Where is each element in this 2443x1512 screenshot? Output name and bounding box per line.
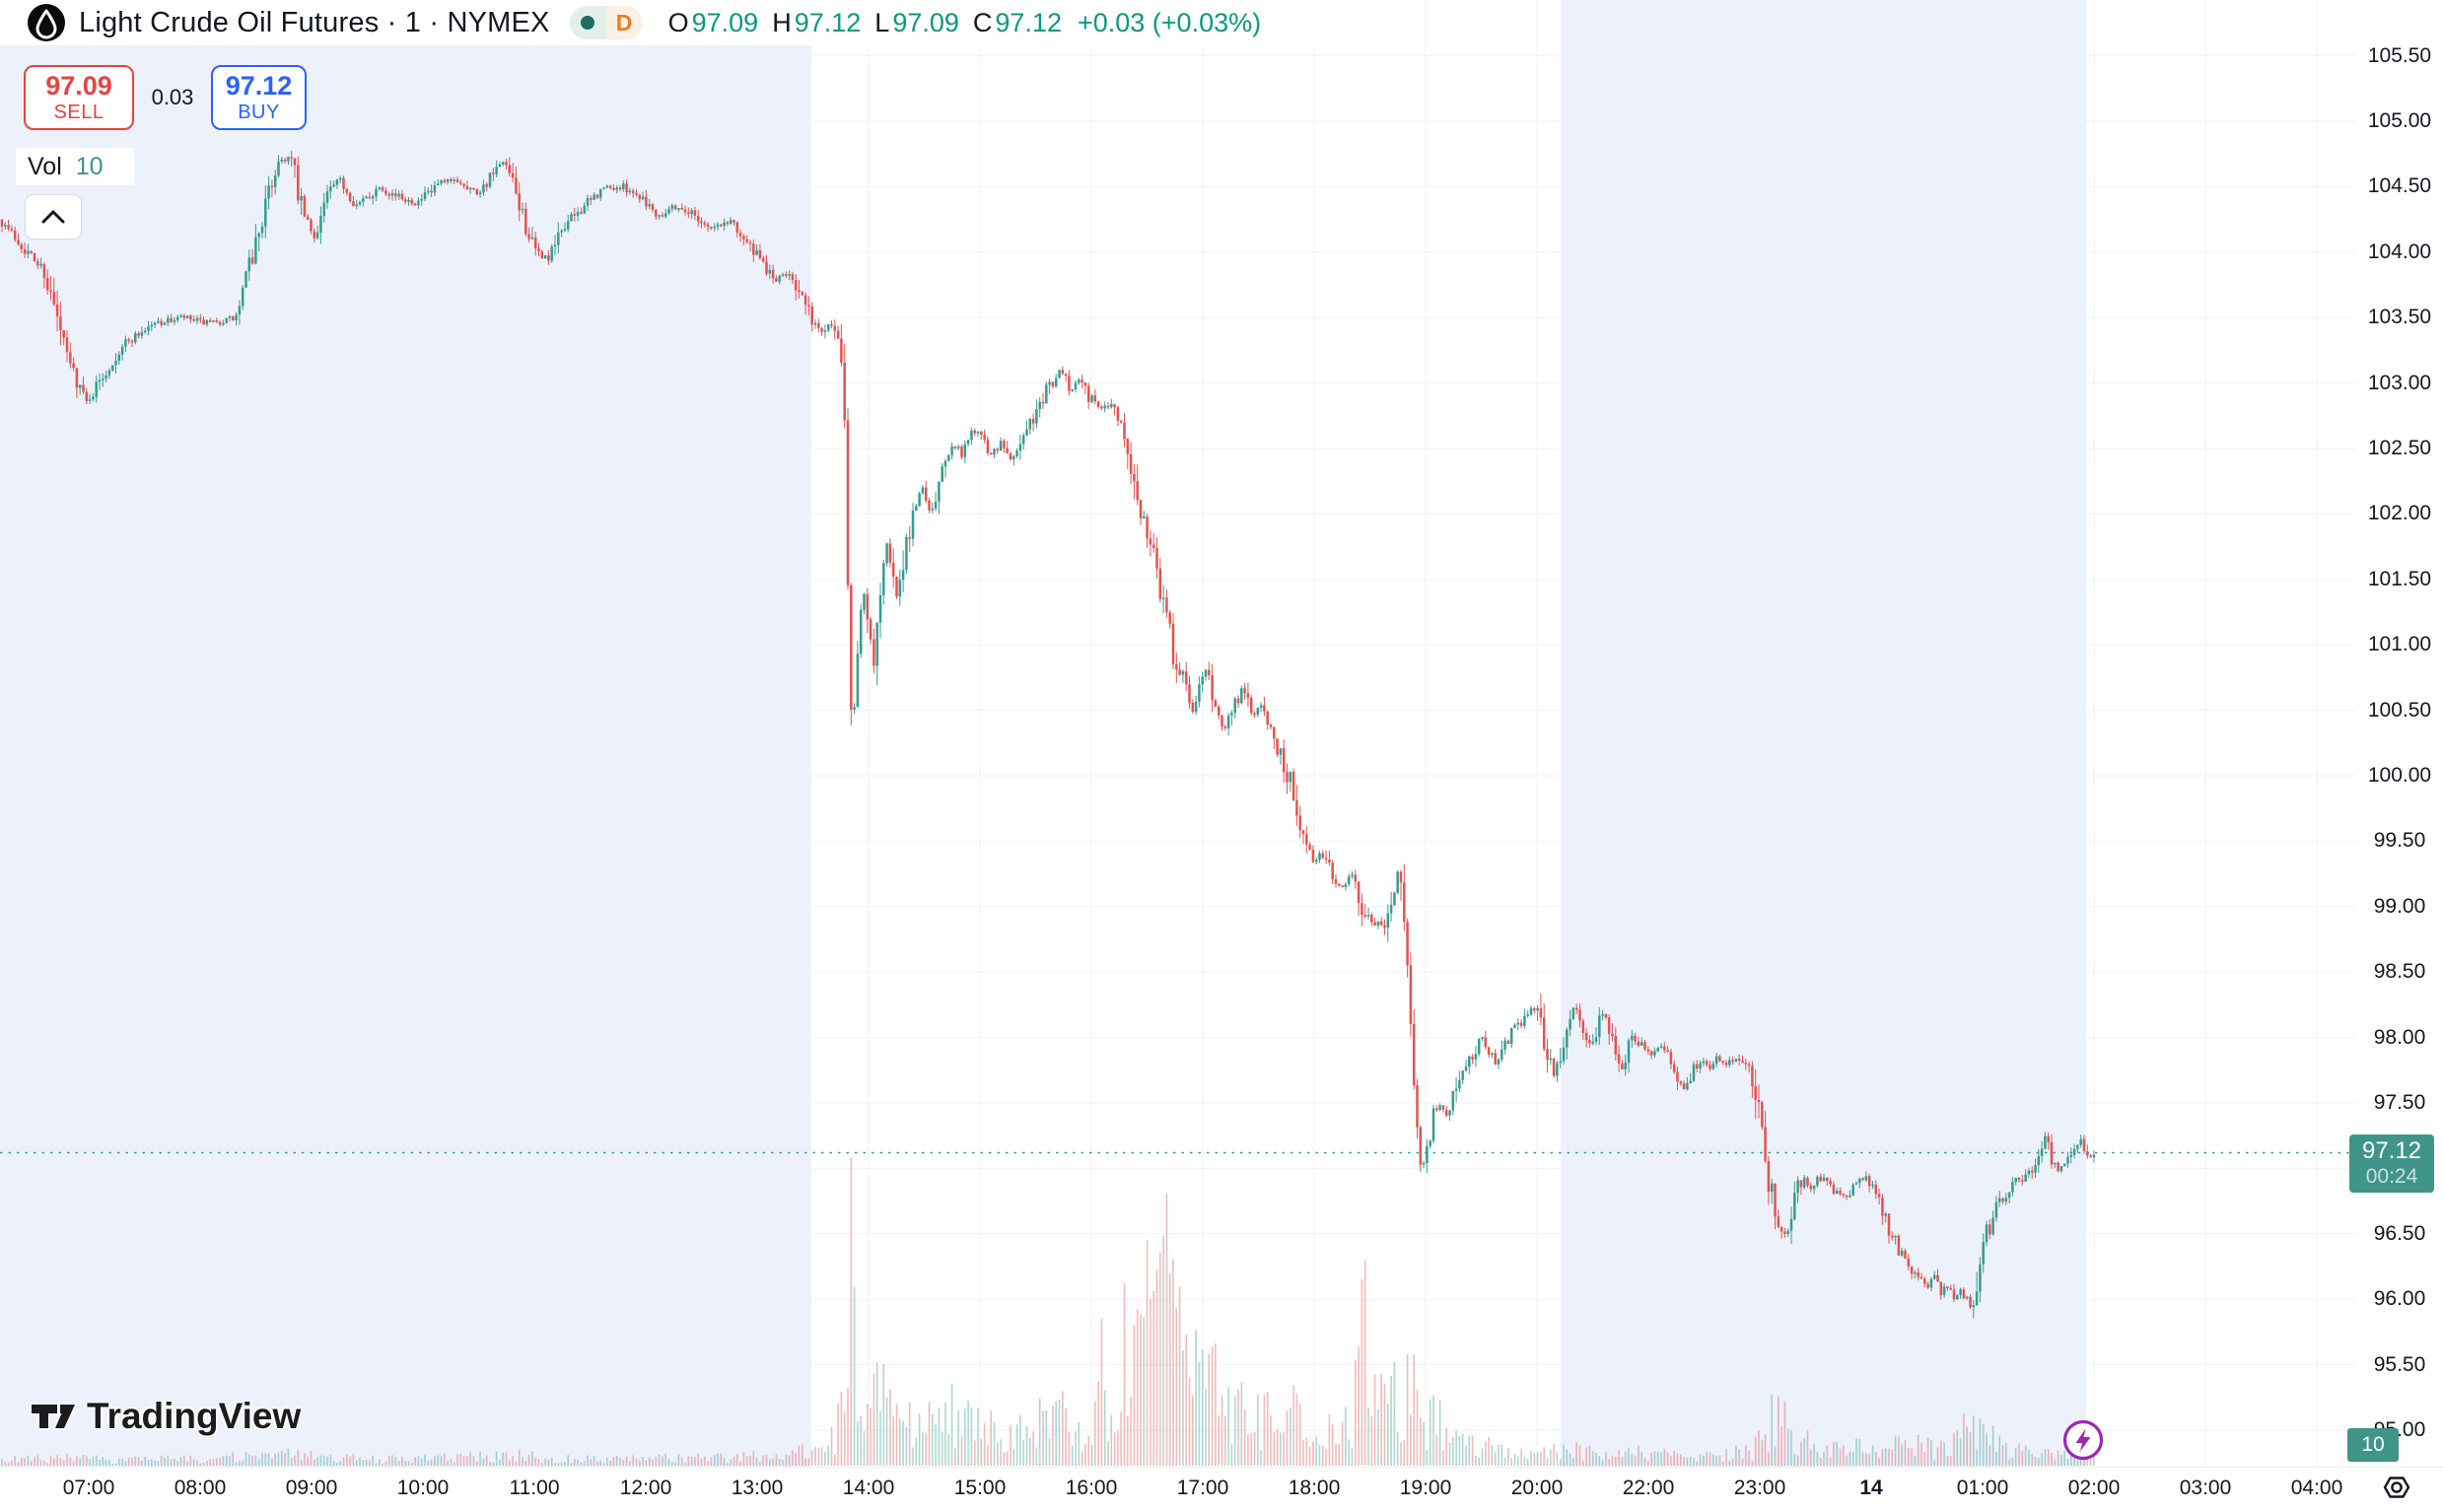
time-tick-label: 14	[1859, 1477, 1883, 1499]
price-tick-label: 103.50	[2367, 306, 2432, 328]
bar-countdown: 00:24	[2365, 1164, 2418, 1188]
price-tick-label: 97.50	[2373, 1091, 2426, 1114]
volume-axis-badge: 10	[2347, 1428, 2399, 1462]
session-band	[0, 0, 811, 1467]
time-tick-label: 03:00	[2179, 1477, 2232, 1499]
price-tick-label: 104.50	[2367, 174, 2432, 197]
time-tick-label: 19:00	[1399, 1477, 1452, 1499]
volume-indicator-row: Vol 10	[16, 148, 134, 185]
low-value: 97.09	[892, 7, 959, 37]
sell-button[interactable]: 97.09 SELL	[24, 65, 134, 130]
time-tick-label: 08:00	[174, 1477, 227, 1499]
candle-bodies-down	[0, 157, 2092, 1307]
time-tick-label: 23:00	[1733, 1477, 1786, 1499]
time-tick-label: 11:00	[509, 1477, 560, 1499]
chevron-up-icon	[41, 210, 65, 224]
price-tick-label: 100.00	[2367, 764, 2432, 787]
time-tick-label: 10:00	[396, 1477, 450, 1499]
market-status-pills: D	[569, 6, 643, 39]
buy-button[interactable]: 97.12 BUY	[211, 65, 307, 130]
time-tick-label: 20:00	[1510, 1477, 1564, 1499]
candle-bodies-up	[4, 157, 2096, 1307]
time-axis[interactable]: 07:00 08:00 09:00 10:00 11:00 12:00 13:00 14:00…	[0, 1467, 2443, 1512]
session-band	[1561, 0, 2086, 1467]
lightning-icon	[2062, 1419, 2104, 1461]
price-tick-label: 95.50	[2373, 1353, 2426, 1376]
time-tick-label: 04:00	[2290, 1477, 2343, 1499]
tradingview-logo-icon	[30, 1403, 77, 1430]
symbol-title[interactable]: Light Crude Oil Futures · 1 · NYMEX	[79, 6, 550, 38]
volume-indicator-label: Vol	[28, 152, 62, 180]
price-tick-label: 96.00	[2373, 1287, 2426, 1310]
time-tick-label: 12:00	[619, 1477, 672, 1499]
trade-panel: 97.09 SELL 0.03 97.12 BUY	[24, 65, 307, 130]
time-tick-label: 09:00	[285, 1477, 338, 1499]
open-value: 97.09	[691, 7, 759, 37]
price-tick-label: 98.00	[2373, 1026, 2426, 1049]
price-tick-label: 99.50	[2373, 829, 2426, 852]
oil-drop-logo-icon	[28, 4, 65, 41]
time-tick-label: 16:00	[1065, 1477, 1118, 1499]
candlestick-chart[interactable]	[0, 0, 2356, 1467]
time-tick-label: 22:00	[1622, 1477, 1675, 1499]
time-tick-label: 01:00	[1956, 1477, 2009, 1499]
time-tick-label: 02:00	[2067, 1477, 2121, 1499]
price-tick-label: 103.00	[2367, 372, 2432, 394]
time-tick-label: 14:00	[842, 1477, 895, 1499]
price-tick-label: 104.00	[2367, 241, 2432, 263]
market-status-dot-icon	[581, 16, 595, 30]
time-tick-label: 18:00	[1288, 1477, 1341, 1499]
price-tick-label: 98.50	[2373, 960, 2426, 983]
last-price-badge: 97.12 00:24	[2349, 1134, 2434, 1193]
price-tick-label: 102.50	[2367, 437, 2432, 459]
volume-bars-up	[4, 1235, 2095, 1466]
ohlc-readout: O 97.09 H 97.12 L 97.09 C 97.12 +0.03 (+0.03…	[667, 7, 1262, 37]
time-tick-label: 13:00	[731, 1477, 784, 1499]
axis-settings-button[interactable]	[2380, 1473, 2413, 1502]
price-tick-label: 102.00	[2367, 502, 2432, 524]
price-axis[interactable]: 105.50 105.00 104.50 104.00 103.50 103.00 102.…	[2356, 0, 2443, 1467]
change-value: +0.03 (+0.03%)	[1077, 7, 1262, 37]
price-tick-label: 99.00	[2373, 895, 2426, 918]
volume-indicator-value: 10	[75, 152, 104, 180]
price-tick-label: 96.50	[2373, 1222, 2426, 1245]
volume-bars-down	[1, 1157, 2092, 1466]
price-tick-label: 105.00	[2367, 109, 2432, 132]
time-tick-label: 17:00	[1176, 1477, 1229, 1499]
spread-value: 0.03	[151, 85, 194, 109]
price-tick-label: 101.50	[2367, 568, 2432, 590]
market-open-status-pill[interactable]	[569, 6, 606, 39]
collapse-panel-button[interactable]	[25, 194, 82, 240]
price-tick-label: 101.00	[2367, 633, 2432, 655]
time-tick-label: 15:00	[953, 1477, 1007, 1499]
time-tick-label: 07:00	[62, 1477, 115, 1499]
gear-icon	[2383, 1477, 2410, 1498]
price-tick-label: 105.50	[2367, 44, 2432, 67]
last-price-value: 97.12	[2361, 1136, 2422, 1164]
high-value: 97.12	[794, 7, 862, 37]
dividend-data-badge[interactable]: D	[605, 6, 643, 39]
close-value: 97.12	[995, 7, 1062, 37]
price-tick-label: 100.50	[2367, 699, 2432, 722]
instant-order-button[interactable]	[2062, 1419, 2104, 1461]
tradingview-watermark[interactable]: TradingView	[30, 1396, 301, 1437]
